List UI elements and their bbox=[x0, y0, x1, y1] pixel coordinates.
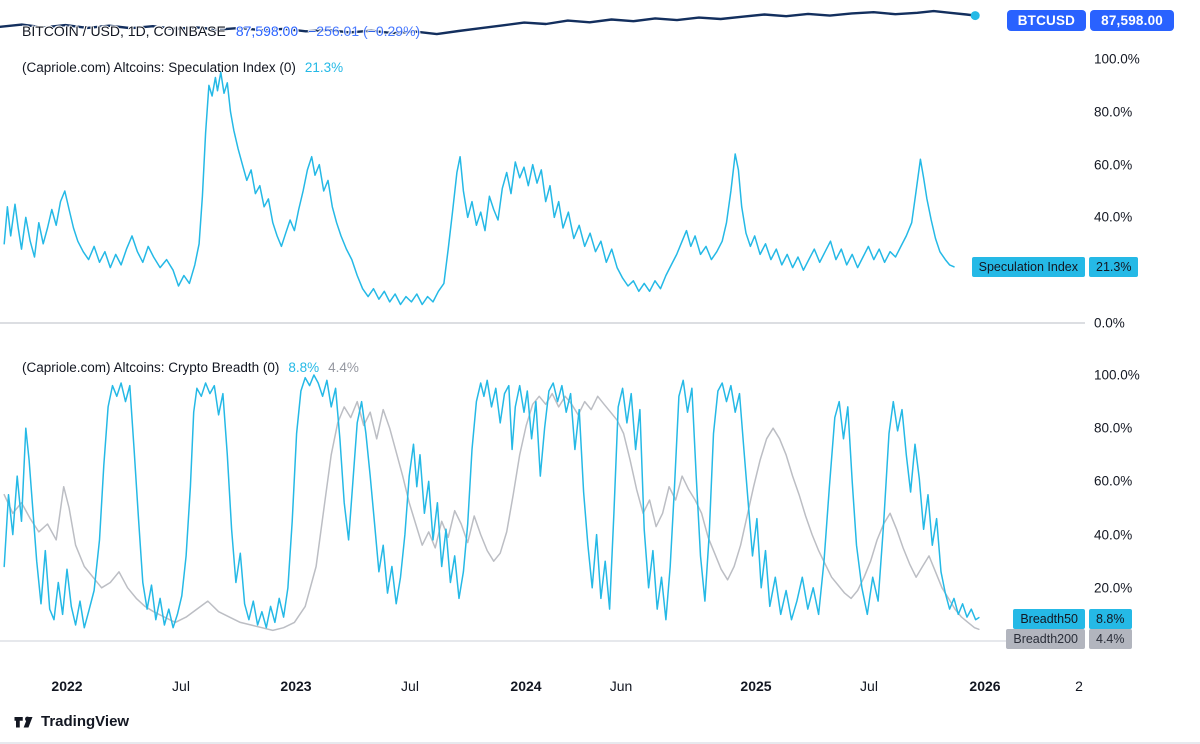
y-axis-label: 60.0% bbox=[1094, 473, 1133, 489]
y-axis-label: 20.0% bbox=[1094, 580, 1133, 596]
pane1-indicator-name[interactable]: (Capriole.com) Altcoins: Speculation Ind… bbox=[22, 60, 296, 75]
top-right-badges: BTCUSD 87,598.00 bbox=[1006, 10, 1174, 31]
pane2-indicator-name[interactable]: (Capriole.com) Altcoins: Crypto Breadth … bbox=[22, 360, 280, 375]
y-axis-label: 80.0% bbox=[1094, 104, 1133, 120]
symbol-header: BITCOIN / USD, 1D, COINBASE 87,598.00 −2… bbox=[22, 23, 420, 39]
speculation-index-pane-title: (Capriole.com) Altcoins: Speculation Ind… bbox=[22, 60, 343, 75]
pane1-indicator-value: 21.3% bbox=[304, 60, 344, 75]
bottom-divider bbox=[0, 742, 1200, 744]
tradingview-logo-icon bbox=[13, 711, 34, 732]
pane2-breadth50-value: 8.8% bbox=[288, 360, 320, 375]
y-axis-label: 100.0% bbox=[1094, 367, 1140, 383]
time-axis-label: Jun bbox=[609, 678, 633, 694]
time-axis-label: 2023 bbox=[280, 678, 312, 694]
time-axis-label: Jul bbox=[860, 678, 878, 694]
breadth50-series-badge: Breadth50 bbox=[1013, 609, 1085, 629]
tradingview-watermark[interactable]: TradingView bbox=[13, 711, 129, 732]
time-axis-label: Jul bbox=[172, 678, 190, 694]
price-badge: 87,598.00 bbox=[1090, 10, 1174, 31]
breadth200-value-badge: 4.4% bbox=[1089, 629, 1132, 649]
breadth50-value-badge: 8.8% bbox=[1089, 609, 1132, 629]
price-axis[interactable]: 100.0% 80.0% 60.0% 40.0% 0.0% 100.0% 80.0% 60.0… bbox=[1094, 0, 1200, 704]
pane2-breadth200-value: 4.4% bbox=[328, 360, 359, 375]
time-axis-label: 2 bbox=[1075, 678, 1083, 694]
y-axis-label: 80.0% bbox=[1094, 420, 1133, 436]
tradingview-brand-text: TradingView bbox=[41, 713, 130, 730]
time-axis-label: 2022 bbox=[51, 678, 83, 694]
y-axis-label: 40.0% bbox=[1094, 209, 1133, 225]
price-change: −256.01 (−0.29%) bbox=[308, 23, 421, 39]
symbol-title[interactable]: BITCOIN / USD, 1D, COINBASE bbox=[22, 23, 226, 39]
speculation-index-series-badge: Speculation Index bbox=[971, 257, 1085, 277]
last-price: 87,598.00 bbox=[235, 23, 299, 39]
breadth200-series-badge: Breadth200 bbox=[1006, 629, 1085, 649]
time-axis-label: 2025 bbox=[740, 678, 772, 694]
time-axis-label: Jul bbox=[401, 678, 419, 694]
y-axis-label: 60.0% bbox=[1094, 157, 1133, 173]
y-axis-label: 40.0% bbox=[1094, 527, 1133, 543]
y-axis-label: 100.0% bbox=[1094, 51, 1140, 67]
time-axis[interactable]: 2022 Jul 2023 Jul 2024 Jun 2025 Jul 2026 2 bbox=[0, 674, 1200, 702]
y-axis-label: 0.0% bbox=[1094, 315, 1125, 331]
time-axis-label: 2026 bbox=[969, 678, 1001, 694]
crypto-breadth-pane-title: (Capriole.com) Altcoins: Crypto Breadth … bbox=[22, 360, 359, 375]
ticker-badge[interactable]: BTCUSD bbox=[1006, 10, 1087, 31]
speculation-index-value-badge: 21.3% bbox=[1089, 257, 1139, 277]
time-axis-label: 2024 bbox=[510, 678, 542, 694]
